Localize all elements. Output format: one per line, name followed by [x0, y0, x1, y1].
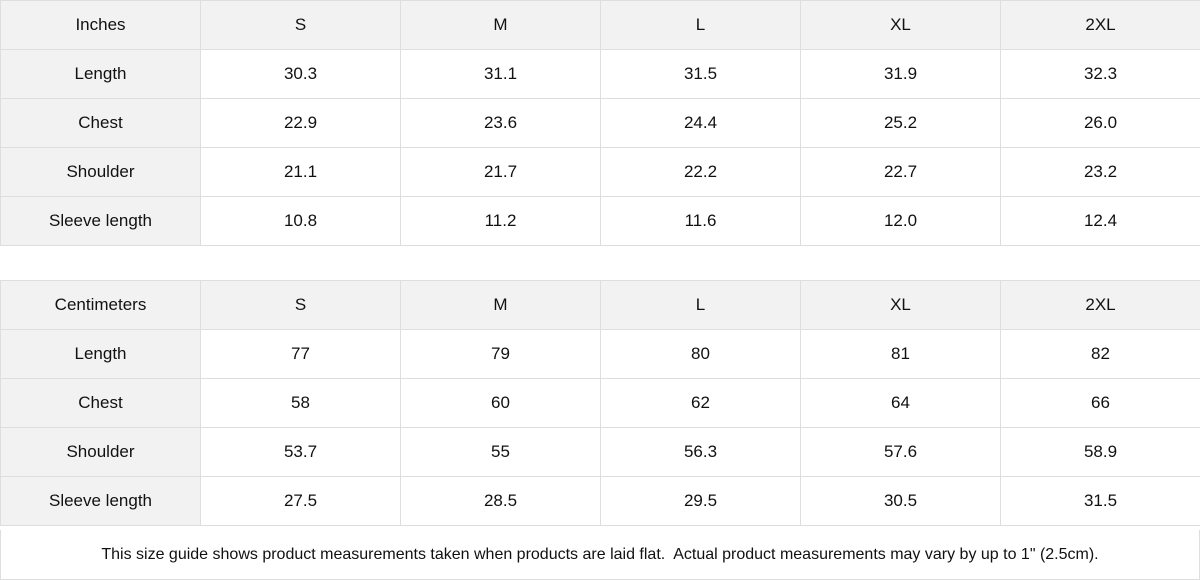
measurement-value: 26.0 [1000, 98, 1200, 148]
measurement-value: 57.6 [800, 427, 1001, 477]
table-row: Sleeve length 27.5 28.5 29.5 30.5 31.5 [0, 476, 1200, 526]
table-row: Length 77 79 80 81 82 [0, 329, 1200, 379]
measurement-value: 31.5 [600, 49, 801, 99]
size-header: L [600, 280, 801, 330]
table-row: Sleeve length 10.8 11.2 11.6 12.0 12.4 [0, 196, 1200, 246]
measurement-value: 22.9 [200, 98, 401, 148]
measurement-value: 32.3 [1000, 49, 1200, 99]
measurement-label: Chest [0, 98, 201, 148]
measurement-label: Sleeve length [0, 196, 201, 246]
measurement-value: 64 [800, 378, 1001, 428]
measurement-value: 11.2 [400, 196, 601, 246]
measurement-value: 56.3 [600, 427, 801, 477]
measurement-value: 29.5 [600, 476, 801, 526]
measurement-value: 66 [1000, 378, 1200, 428]
measurement-value: 31.9 [800, 49, 1001, 99]
measurement-value: 81 [800, 329, 1001, 379]
measurement-value: 23.2 [1000, 147, 1200, 197]
measurement-value: 30.5 [800, 476, 1001, 526]
table-row: Shoulder 53.7 55 56.3 57.6 58.9 [0, 427, 1200, 477]
measurement-label: Length [0, 49, 201, 99]
measurement-value: 23.6 [400, 98, 601, 148]
size-header: 2XL [1000, 280, 1200, 330]
measurement-value: 12.4 [1000, 196, 1200, 246]
measurement-value: 28.5 [400, 476, 601, 526]
table-row: Chest 22.9 23.6 24.4 25.2 26.0 [0, 98, 1200, 148]
header-row: Inches S M L XL 2XL [0, 0, 1200, 50]
unit-header: Inches [0, 0, 201, 50]
measurement-value: 55 [400, 427, 601, 477]
measurement-label: Length [0, 329, 201, 379]
size-header: M [400, 0, 601, 50]
table-row: Chest 58 60 62 64 66 [0, 378, 1200, 428]
measurement-label: Shoulder [0, 427, 201, 477]
measurement-value: 22.2 [600, 147, 801, 197]
size-header: S [200, 280, 401, 330]
header-row: Centimeters S M L XL 2XL [0, 280, 1200, 330]
measurement-label: Chest [0, 378, 201, 428]
inches-size-table: Inches S M L XL 2XL Length 30.3 31.1 31.5 31.9 32.3… [0, 0, 1200, 246]
measurement-value: 53.7 [200, 427, 401, 477]
measurement-value: 58.9 [1000, 427, 1200, 477]
size-header: L [600, 0, 801, 50]
measurement-value: 21.7 [400, 147, 601, 197]
size-header: M [400, 280, 601, 330]
measurement-value: 24.4 [600, 98, 801, 148]
table-row: Length 30.3 31.1 31.5 31.9 32.3 [0, 49, 1200, 99]
measurement-value: 22.7 [800, 147, 1001, 197]
measurement-label: Sleeve length [0, 476, 201, 526]
measurement-value: 79 [400, 329, 601, 379]
centimeters-size-table: Centimeters S M L XL 2XL Length 77 79 80 81 82 Chest… [0, 280, 1200, 526]
measurement-value: 27.5 [200, 476, 401, 526]
measurement-value: 21.1 [200, 147, 401, 197]
size-guide-note: This size guide shows product measuremen… [0, 530, 1200, 580]
measurement-value: 31.5 [1000, 476, 1200, 526]
measurement-value: 10.8 [200, 196, 401, 246]
unit-header: Centimeters [0, 280, 201, 330]
measurement-value: 60 [400, 378, 601, 428]
measurement-value: 82 [1000, 329, 1200, 379]
measurement-label: Shoulder [0, 147, 201, 197]
measurement-value: 30.3 [200, 49, 401, 99]
size-header: XL [800, 280, 1001, 330]
measurement-value: 77 [200, 329, 401, 379]
size-header: XL [800, 0, 1001, 50]
measurement-value: 12.0 [800, 196, 1001, 246]
measurement-value: 25.2 [800, 98, 1001, 148]
size-header: 2XL [1000, 0, 1200, 50]
measurement-value: 11.6 [600, 196, 801, 246]
measurement-value: 80 [600, 329, 801, 379]
size-header: S [200, 0, 401, 50]
measurement-value: 58 [200, 378, 401, 428]
table-row: Shoulder 21.1 21.7 22.2 22.7 23.2 [0, 147, 1200, 197]
measurement-value: 62 [600, 378, 801, 428]
measurement-value: 31.1 [400, 49, 601, 99]
